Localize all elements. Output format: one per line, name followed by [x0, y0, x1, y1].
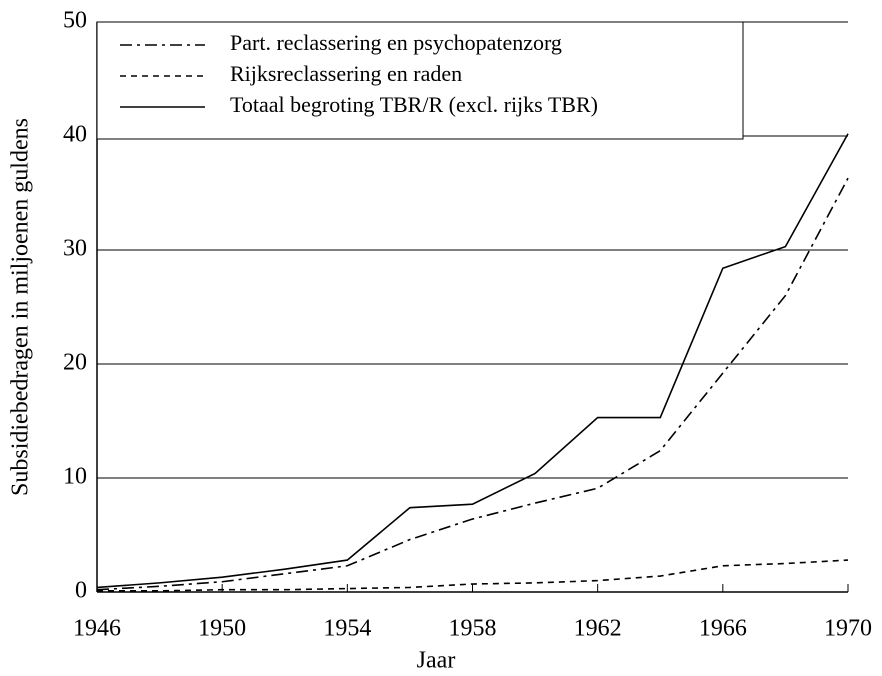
y-tick-label: 20: [63, 350, 87, 376]
y-axis-label: Subsidiebedragen in miljoenen guldens: [8, 118, 34, 496]
x-tick-label: 1970: [824, 616, 872, 642]
y-tick-label: 0: [75, 578, 87, 604]
legend-label: Rijksreclassering en raden: [230, 61, 462, 86]
x-axis-label: Jaar: [417, 648, 456, 674]
x-tick-label: 1946: [73, 616, 121, 642]
y-tick-label: 10: [63, 464, 87, 490]
legend-label: Part. reclassering en psychopatenzorg: [230, 30, 562, 55]
x-tick-label: 1958: [449, 616, 497, 642]
y-tick-label: 30: [63, 236, 87, 262]
x-tick-label: 1962: [574, 616, 622, 642]
line: [96, 133, 849, 589]
line: [97, 559, 849, 592]
x-tick-label: 1954: [323, 616, 371, 642]
line: [96, 177, 849, 591]
x-tick-label: 1950: [198, 616, 246, 642]
y-tick-label: 50: [63, 8, 87, 34]
legend-box: [96, 21, 744, 140]
y-tick-label: 40: [63, 122, 87, 148]
x-tick-label: 1966: [699, 616, 747, 642]
legend-label: Totaal begroting TBR/R (excl. rijks TBR): [230, 92, 598, 117]
